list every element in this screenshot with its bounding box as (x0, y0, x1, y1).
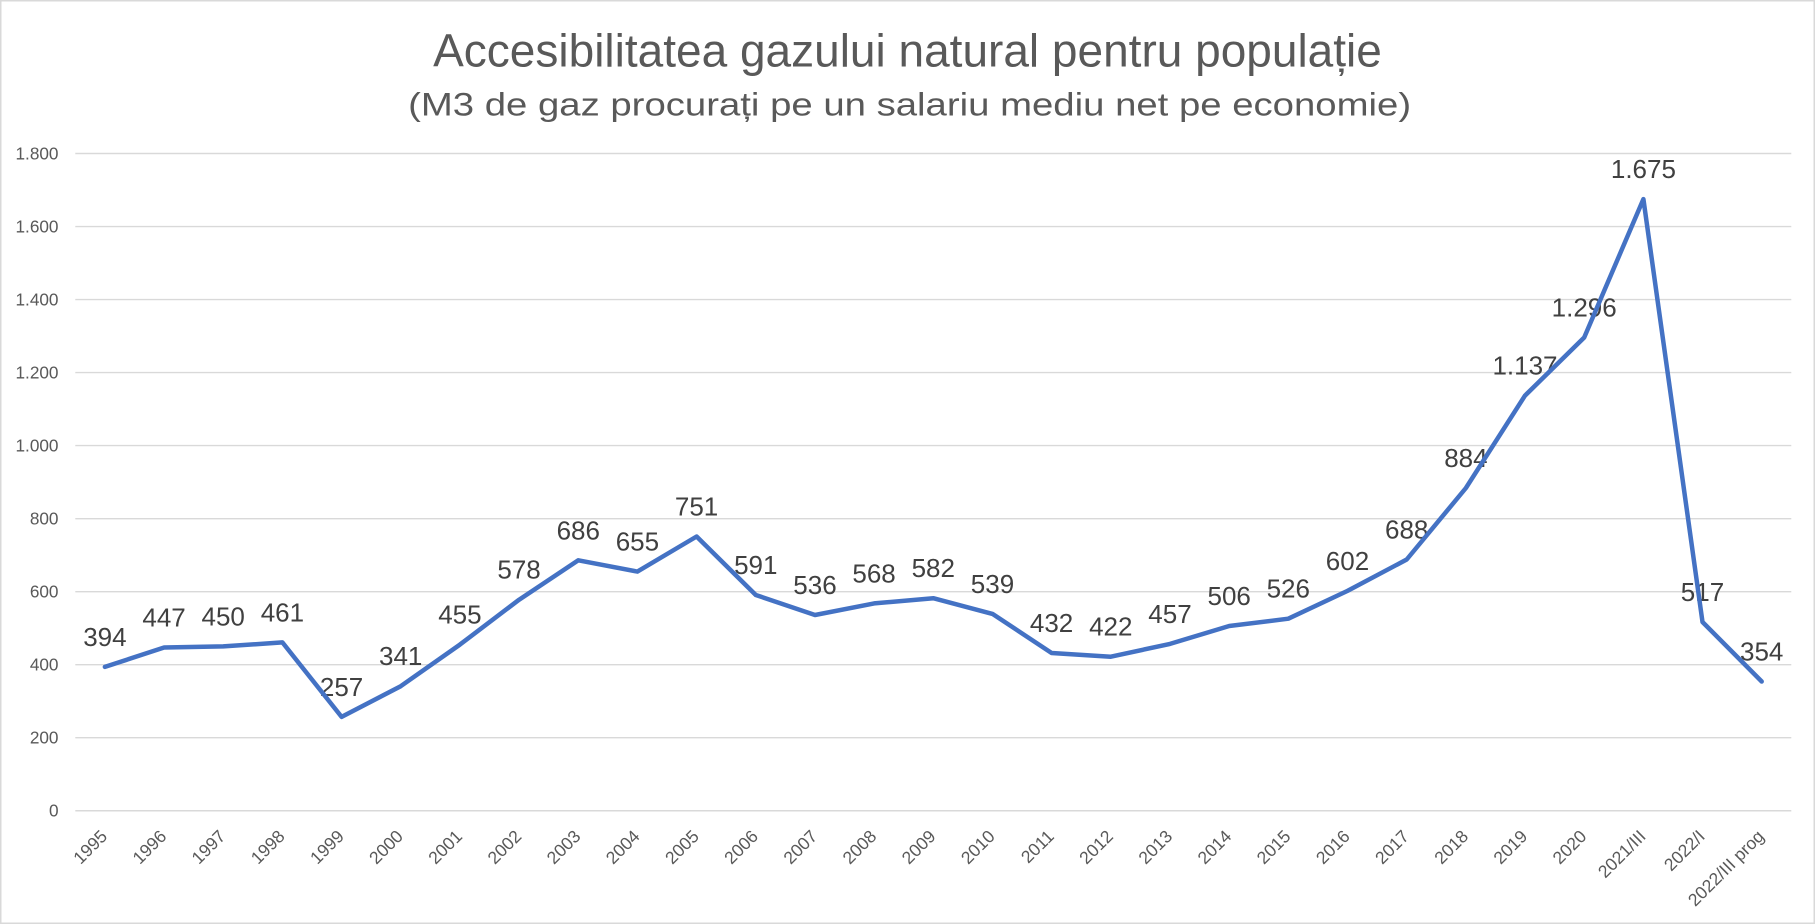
svg-text:1.800: 1.800 (15, 143, 58, 163)
svg-text:447: 447 (142, 603, 185, 633)
svg-text:578: 578 (497, 555, 540, 585)
svg-text:1.200: 1.200 (15, 363, 58, 383)
svg-text:591: 591 (734, 550, 777, 580)
svg-text:655: 655 (616, 527, 659, 557)
svg-text:800: 800 (30, 509, 59, 529)
svg-text:539: 539 (971, 569, 1014, 599)
svg-text:Accesibilitatea gazului natura: Accesibilitatea gazului natural pentru p… (433, 24, 1382, 76)
svg-text:751: 751 (675, 492, 718, 522)
svg-text:1.600: 1.600 (15, 216, 58, 236)
svg-text:582: 582 (912, 553, 955, 583)
svg-text:506: 506 (1208, 581, 1251, 611)
svg-text:200: 200 (30, 728, 59, 748)
svg-text:526: 526 (1267, 574, 1310, 604)
svg-text:1.296: 1.296 (1552, 293, 1617, 323)
svg-text:1.400: 1.400 (15, 290, 58, 310)
svg-text:457: 457 (1148, 599, 1191, 629)
svg-text:600: 600 (30, 582, 59, 602)
svg-text:536: 536 (793, 570, 836, 600)
svg-text:517: 517 (1681, 577, 1724, 607)
svg-text:422: 422 (1089, 612, 1132, 642)
svg-text:(M3 de gaz procurați pe un sal: (M3 de gaz procurați pe un salariu mediu… (408, 86, 1411, 122)
svg-text:602: 602 (1326, 546, 1369, 576)
svg-text:0: 0 (49, 801, 59, 821)
svg-text:1.000: 1.000 (15, 436, 58, 456)
svg-text:450: 450 (202, 601, 245, 631)
svg-text:432: 432 (1030, 608, 1073, 638)
svg-text:686: 686 (557, 515, 600, 545)
svg-text:341: 341 (379, 641, 422, 671)
svg-text:400: 400 (30, 655, 59, 675)
svg-text:354: 354 (1740, 637, 1783, 667)
svg-text:461: 461 (261, 597, 304, 627)
svg-text:568: 568 (852, 558, 895, 588)
svg-text:455: 455 (438, 600, 481, 630)
svg-text:884: 884 (1444, 443, 1487, 473)
svg-text:1.675: 1.675 (1611, 154, 1676, 184)
svg-text:394: 394 (83, 622, 126, 652)
